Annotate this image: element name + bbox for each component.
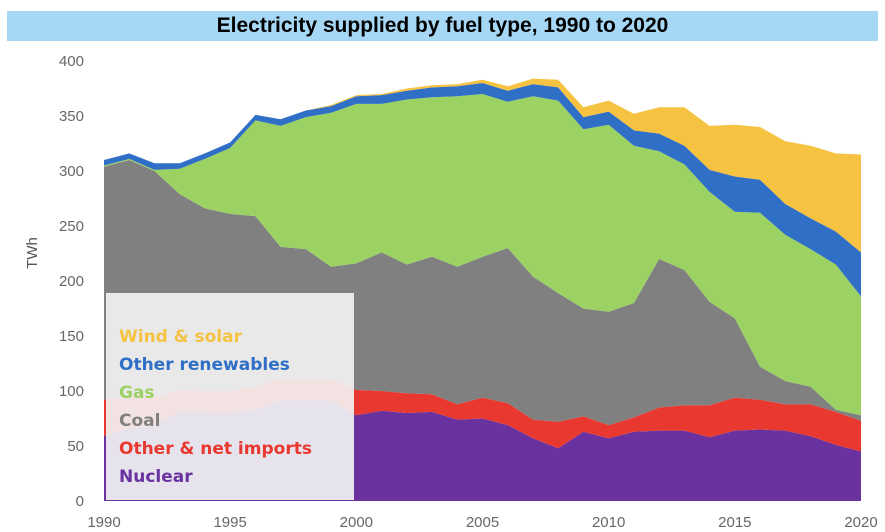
x-tick-label: 2010 xyxy=(592,514,625,531)
legend-item: Coal xyxy=(119,411,161,431)
x-axis-ticks: 1990 1995 2000 2005 2010 2015 2020 xyxy=(87,514,877,531)
x-tick-label: 2020 xyxy=(844,514,877,531)
x-tick-label: 1990 xyxy=(87,514,120,531)
area-other-renewables xyxy=(104,83,861,297)
y-tick-label: 400 xyxy=(59,53,84,70)
area-wind-solar xyxy=(104,78,861,253)
x-tick-label: 1995 xyxy=(213,514,246,531)
x-tick-label: 2000 xyxy=(340,514,373,531)
y-tick-label: 150 xyxy=(59,328,84,345)
y-tick-label: 250 xyxy=(59,218,84,235)
y-tick-label: 200 xyxy=(59,273,84,290)
legend-item: Gas xyxy=(119,383,155,403)
y-axis-ticks: 0 50 100 150 200 250 300 350 400 xyxy=(59,53,84,510)
legend-item: Nuclear xyxy=(119,467,193,487)
y-tick-label: 300 xyxy=(59,163,84,180)
y-tick-label: 350 xyxy=(59,108,84,125)
chart-title: Electricity supplied by fuel type, 1990 … xyxy=(216,14,669,37)
y-axis-label: TWh xyxy=(24,237,41,269)
y-tick-label: 50 xyxy=(67,438,84,455)
y-tick-label: 0 xyxy=(76,493,84,510)
x-tick-label: 2005 xyxy=(466,514,499,531)
x-tick-label: 2015 xyxy=(718,514,751,531)
chart-title-bar: Electricity supplied by fuel type, 1990 … xyxy=(7,11,878,41)
legend-item: Wind & solar xyxy=(119,327,242,347)
legend: Wind & solar Other renewables Gas Coal Other… xyxy=(106,293,354,500)
legend-item: Other renewables xyxy=(119,355,290,375)
legend-item: Other & net imports xyxy=(119,439,312,459)
area-gas xyxy=(104,94,861,416)
y-tick-label: 100 xyxy=(59,383,84,400)
